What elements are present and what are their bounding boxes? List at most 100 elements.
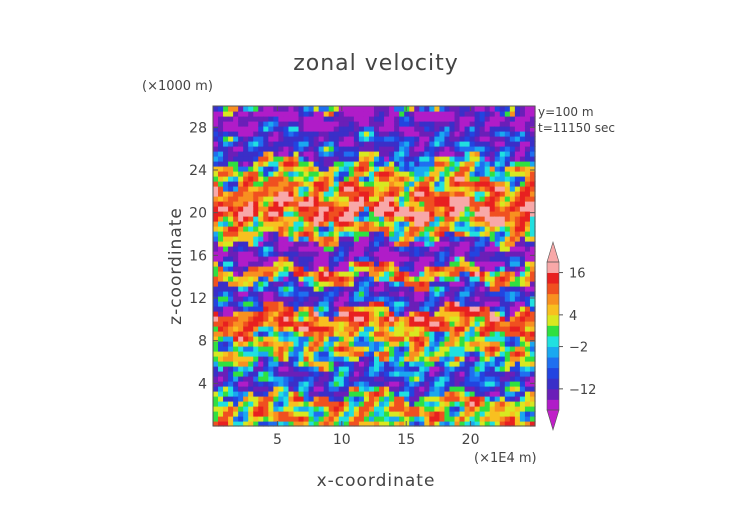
heatmap-cell xyxy=(273,321,280,327)
heatmap-cell xyxy=(494,241,501,247)
heatmap-cell xyxy=(263,331,269,337)
heatmap-cell xyxy=(424,291,430,297)
y-tick-label: 24 xyxy=(189,163,207,179)
heatmap-cell xyxy=(278,316,285,322)
heatmap-cell xyxy=(298,261,305,267)
heatmap-cell xyxy=(439,261,446,267)
heatmap-cell xyxy=(323,386,330,392)
heatmap-cell xyxy=(404,376,410,382)
heatmap-cell xyxy=(509,326,516,332)
heatmap-cell xyxy=(499,191,506,197)
heatmap-cell xyxy=(368,161,375,167)
heatmap-cell xyxy=(379,346,385,352)
heatmap-cell xyxy=(379,141,385,147)
heatmap-cell xyxy=(333,276,340,282)
heatmap-cell xyxy=(469,111,476,117)
heatmap-cell xyxy=(484,376,491,382)
heatmap-cell xyxy=(348,186,355,192)
heatmap-cell xyxy=(228,296,234,302)
heatmap-cell xyxy=(459,186,466,192)
heatmap-cell xyxy=(384,261,390,267)
heatmap-cell xyxy=(273,266,280,272)
heatmap-cell xyxy=(469,336,476,342)
heatmap-cell xyxy=(444,131,451,137)
heatmap-cell xyxy=(479,341,486,347)
heatmap-cell xyxy=(519,146,526,152)
heatmap-cell xyxy=(368,296,375,302)
heatmap-cell xyxy=(394,236,400,242)
heatmap-cell xyxy=(414,206,420,212)
heatmap-cell xyxy=(283,366,290,372)
heatmap-cell xyxy=(379,191,385,197)
heatmap-cell xyxy=(303,271,310,277)
heatmap-cell xyxy=(293,316,300,322)
heatmap-cell xyxy=(374,411,380,417)
heatmap-cell xyxy=(293,306,300,312)
heatmap-cell xyxy=(489,321,496,327)
heatmap-cell xyxy=(454,361,461,367)
heatmap-cell xyxy=(504,281,511,287)
heatmap-cell xyxy=(223,296,229,302)
heatmap-cell xyxy=(399,251,405,257)
heatmap-cell xyxy=(228,276,234,282)
heatmap-cell xyxy=(494,166,501,172)
heatmap-cell xyxy=(474,231,481,237)
heatmap-cell xyxy=(484,176,491,182)
heatmap-cell xyxy=(223,376,229,382)
heatmap-cell xyxy=(253,401,259,407)
heatmap-cell xyxy=(368,321,375,327)
heatmap-cell xyxy=(514,361,521,367)
heatmap-cell xyxy=(399,131,405,137)
heatmap-cell xyxy=(469,261,476,267)
heatmap-cell xyxy=(368,336,375,342)
heatmap-cell xyxy=(384,301,390,307)
heatmap-cell xyxy=(303,281,310,287)
heatmap-cell xyxy=(248,241,254,247)
heatmap-cell xyxy=(223,306,229,312)
heatmap-cell xyxy=(449,321,456,327)
heatmap-cell xyxy=(444,206,451,212)
heatmap-cell xyxy=(348,191,355,197)
heatmap-cell xyxy=(429,376,435,382)
heatmap-cell xyxy=(298,336,305,342)
heatmap-cell xyxy=(519,316,526,322)
heatmap-cell xyxy=(499,346,506,352)
heatmap-cell xyxy=(479,166,486,172)
heatmap-cell xyxy=(409,416,415,422)
heatmap-cell xyxy=(474,201,481,207)
heatmap-cell xyxy=(258,226,264,232)
heatmap-cell xyxy=(469,386,476,392)
heatmap-cell xyxy=(514,166,521,172)
heatmap-cell xyxy=(358,306,365,312)
heatmap-cell xyxy=(389,221,395,227)
heatmap-cell xyxy=(263,206,269,212)
heatmap-cell xyxy=(248,121,254,127)
heatmap-cell xyxy=(308,216,315,222)
heatmap-cell xyxy=(419,206,425,212)
heatmap-cell xyxy=(449,406,456,412)
heatmap-cell xyxy=(499,126,506,132)
heatmap-cell xyxy=(343,226,350,232)
heatmap-cell xyxy=(218,336,224,342)
heatmap-cell xyxy=(358,216,365,222)
heatmap-cell xyxy=(464,251,471,257)
heatmap-cell xyxy=(318,251,325,257)
heatmap-cell xyxy=(318,106,325,112)
heatmap-cell xyxy=(273,326,280,332)
heatmap-cell xyxy=(429,306,435,312)
heatmap-cell xyxy=(303,366,310,372)
heatmap-cell xyxy=(263,106,269,112)
heatmap-cell xyxy=(379,286,385,292)
heatmap-cell xyxy=(424,401,430,407)
heatmap-cell xyxy=(268,321,274,327)
heatmap-cell xyxy=(338,136,345,142)
heatmap-cell xyxy=(343,186,350,192)
heatmap-cell xyxy=(474,316,481,322)
heatmap-cell xyxy=(313,211,320,217)
heatmap-cell xyxy=(384,186,390,192)
heatmap-cell xyxy=(444,391,451,397)
heatmap-cell xyxy=(343,381,350,387)
heatmap-cell xyxy=(459,271,466,277)
heatmap-cell xyxy=(394,106,400,112)
